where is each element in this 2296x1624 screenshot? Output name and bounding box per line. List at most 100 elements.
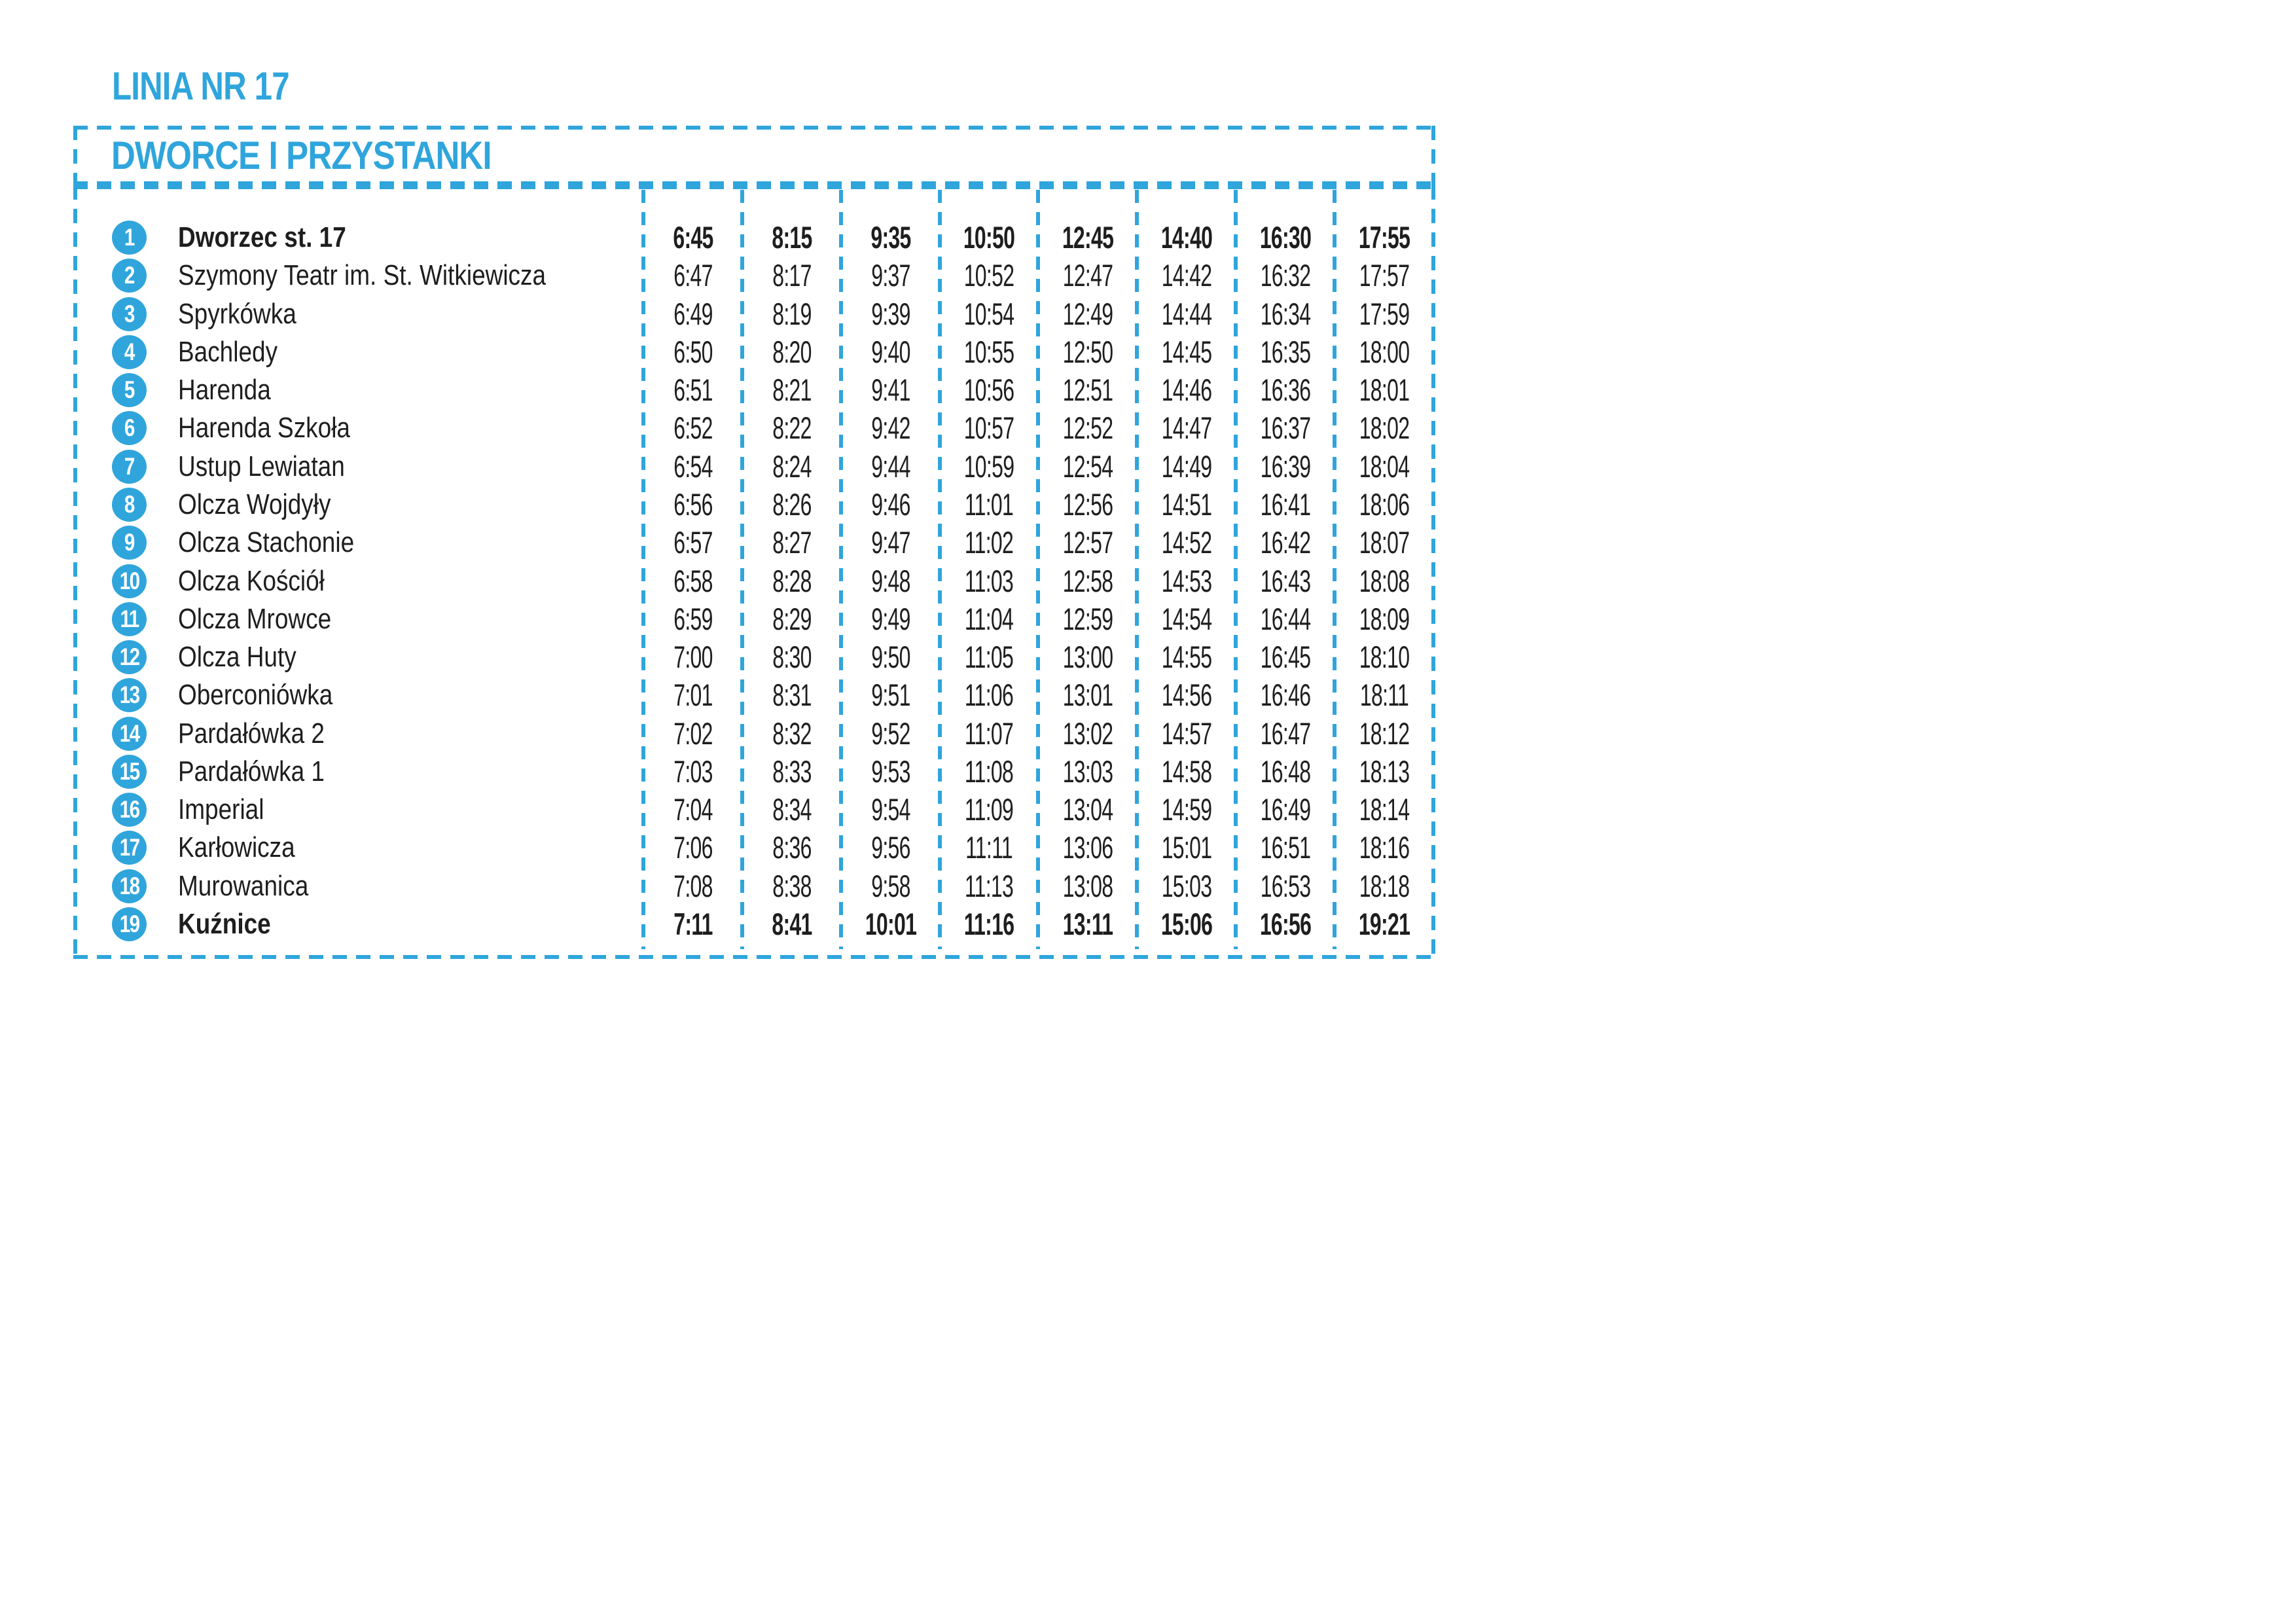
departure-time: 14:57 bbox=[1161, 716, 1212, 751]
departure-time: 9:39 bbox=[871, 297, 910, 331]
column-separator-line bbox=[1333, 190, 1336, 949]
departure-time: 9:42 bbox=[871, 410, 910, 445]
stop-row: 5 Harenda 6:51 8:21 9:41 10:56 12:51 14:46 16:36… bbox=[0, 371, 2296, 409]
departure-time: 11:01 bbox=[964, 487, 1014, 522]
departure-time: 7:06 bbox=[673, 830, 713, 865]
stop-number: 7 bbox=[124, 453, 135, 480]
stops-header-label: DWORCE I PRZYSTANKI bbox=[111, 134, 492, 177]
departure-time: 14:46 bbox=[1161, 372, 1212, 407]
stop-name: Harenda bbox=[178, 374, 271, 406]
stop-number: 8 bbox=[124, 491, 135, 518]
column-separator-line bbox=[1234, 190, 1238, 949]
departure-time: 6:51 bbox=[673, 372, 713, 407]
page-title: LINIA NR 17 bbox=[112, 64, 290, 108]
departure-time: 12:58 bbox=[1062, 564, 1113, 598]
departure-time: 7:00 bbox=[673, 640, 713, 674]
stop-row: 12 Olcza Huty 7:00 8:30 9:50 11:05 13:00 14:55 1… bbox=[0, 638, 2296, 676]
departure-time: 12:45 bbox=[1062, 220, 1114, 255]
departure-time: 6:52 bbox=[673, 410, 713, 445]
departure-time: 16:39 bbox=[1260, 449, 1311, 484]
departure-time: 9:58 bbox=[871, 869, 910, 903]
departure-time: 11:16 bbox=[963, 907, 1014, 941]
stop-name: Imperial bbox=[178, 793, 264, 825]
stop-number-badge: 11 bbox=[112, 602, 147, 636]
stop-name: Murowanica bbox=[178, 870, 309, 902]
stop-number-badge: 12 bbox=[112, 640, 147, 674]
stop-name: Olcza Kościół bbox=[178, 565, 325, 597]
stop-name: Spyrkówka bbox=[178, 298, 296, 330]
departure-time: 12:50 bbox=[1062, 334, 1113, 369]
stop-number-badge: 19 bbox=[112, 907, 147, 941]
departure-time: 10:01 bbox=[865, 907, 917, 941]
departure-time: 13:08 bbox=[1062, 869, 1113, 903]
departure-time: 16:37 bbox=[1260, 410, 1311, 445]
departure-time: 18:14 bbox=[1359, 792, 1410, 827]
departure-time: 9:37 bbox=[871, 258, 910, 293]
stop-number: 13 bbox=[119, 681, 140, 708]
departure-time: 14:51 bbox=[1161, 487, 1212, 522]
departure-time: 19:21 bbox=[1358, 907, 1410, 941]
departure-time: 6:47 bbox=[673, 258, 713, 293]
departure-time: 8:21 bbox=[772, 372, 812, 407]
stop-row: 13 Oberconiówka 7:01 8:31 9:51 11:06 13:01 14:5… bbox=[0, 676, 2296, 714]
departure-time: 16:56 bbox=[1259, 907, 1312, 941]
departure-time: 18:12 bbox=[1359, 716, 1410, 751]
departure-time: 12:52 bbox=[1062, 410, 1113, 445]
stop-row: 9 Olcza Stachonie 6:57 8:27 9:47 11:02 12:57 14… bbox=[0, 524, 2296, 562]
stop-number: 1 bbox=[124, 224, 135, 251]
departure-time: 14:40 bbox=[1160, 220, 1213, 255]
departure-time: 18:04 bbox=[1359, 449, 1410, 484]
stop-name: Olcza Huty bbox=[178, 641, 296, 673]
departure-time: 12:54 bbox=[1062, 449, 1113, 484]
departure-time: 8:19 bbox=[772, 297, 812, 331]
departure-time: 11:08 bbox=[964, 754, 1014, 789]
stop-number-badge: 18 bbox=[112, 869, 147, 903]
stop-number: 15 bbox=[119, 758, 140, 785]
stop-row: 11 Olcza Mrowce 6:59 8:29 9:49 11:04 12:59 14:5… bbox=[0, 600, 2296, 638]
departure-time: 13:01 bbox=[1062, 677, 1113, 712]
departure-time: 8:30 bbox=[772, 640, 812, 674]
departure-time: 6:45 bbox=[673, 220, 713, 255]
departure-time: 16:34 bbox=[1260, 297, 1311, 331]
departure-time: 8:26 bbox=[772, 487, 812, 522]
departure-time: 8:41 bbox=[772, 907, 812, 941]
departure-time: 11:02 bbox=[964, 525, 1014, 560]
departure-time: 10:56 bbox=[963, 372, 1014, 407]
stop-row: 6 Harenda Szkoła 6:52 8:22 9:42 10:57 12:52 14:… bbox=[0, 409, 2296, 447]
departure-time: 8:15 bbox=[772, 220, 812, 255]
stop-number: 9 bbox=[124, 529, 135, 556]
departure-time: 8:20 bbox=[772, 334, 812, 369]
departure-time: 11:06 bbox=[964, 677, 1014, 712]
departure-time: 7:03 bbox=[673, 754, 713, 789]
stop-number-badge: 4 bbox=[112, 335, 147, 369]
stop-row: 10 Olcza Kościół 6:58 8:28 9:48 11:03 12:58 14:… bbox=[0, 562, 2296, 600]
departure-time: 10:50 bbox=[963, 220, 1015, 255]
departure-time: 10:54 bbox=[963, 297, 1014, 331]
stop-row: 14 Pardałówka 2 7:02 8:32 9:52 11:07 13:02 14:5… bbox=[0, 715, 2296, 753]
departure-time: 15:06 bbox=[1160, 907, 1213, 941]
departure-time: 10:59 bbox=[963, 449, 1014, 484]
departure-time: 16:41 bbox=[1260, 487, 1311, 522]
departure-time: 11:13 bbox=[964, 869, 1014, 903]
departure-time: 18:11 bbox=[1359, 677, 1409, 712]
stop-number: 2 bbox=[124, 262, 135, 289]
stop-number-badge: 1 bbox=[112, 221, 147, 255]
departure-time: 13:02 bbox=[1062, 716, 1113, 751]
departure-time: 8:36 bbox=[772, 830, 812, 865]
departure-time: 9:47 bbox=[871, 525, 910, 560]
stop-row: 1 Dworzec st. 17 6:45 8:15 9:35 10:50 12:45 14:… bbox=[0, 219, 2296, 257]
departure-time: 8:17 bbox=[772, 258, 812, 293]
departure-time: 6:50 bbox=[673, 334, 713, 369]
departure-time: 9:41 bbox=[871, 372, 910, 407]
departure-time: 9:48 bbox=[871, 564, 910, 598]
column-separator-line bbox=[839, 190, 843, 949]
departure-time: 8:34 bbox=[772, 792, 812, 827]
stop-row: 8 Olcza Wojdyły 6:56 8:26 9:46 11:01 12:56 14:5… bbox=[0, 486, 2296, 524]
departure-time: 18:13 bbox=[1359, 754, 1410, 789]
departure-time: 13:00 bbox=[1062, 640, 1113, 674]
departure-time: 18:10 bbox=[1359, 640, 1410, 674]
departure-time: 7:02 bbox=[673, 716, 713, 751]
departure-time: 9:35 bbox=[870, 220, 911, 255]
stop-number: 3 bbox=[124, 300, 135, 327]
